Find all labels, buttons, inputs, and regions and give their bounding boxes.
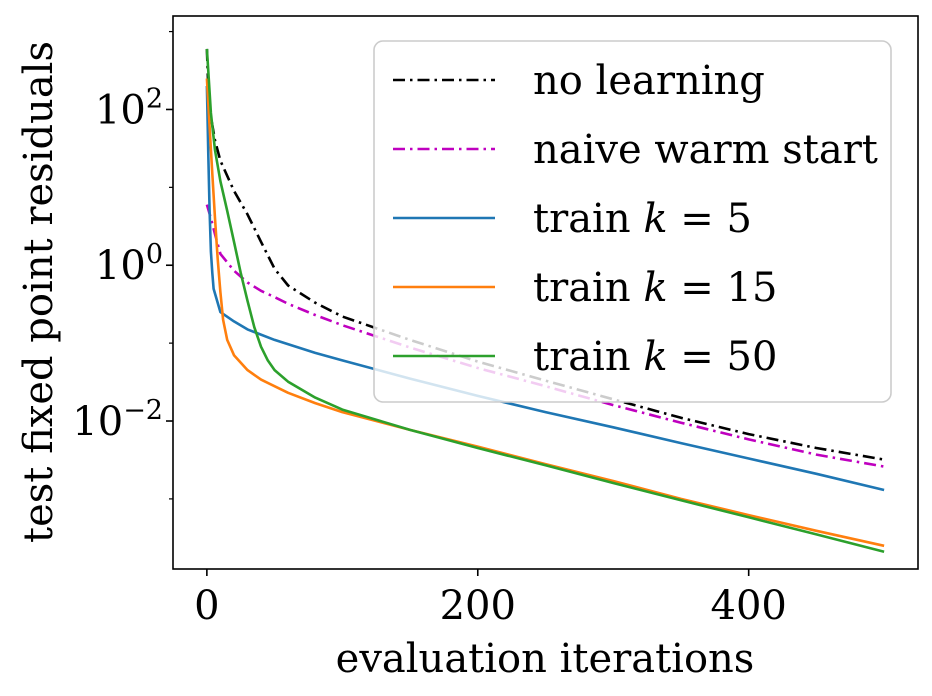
series-layer	[205, 48, 885, 553]
series-line-train-k-50	[205, 48, 885, 553]
legend-label: train k = 50	[533, 334, 777, 380]
y-tick-label: 102	[95, 83, 163, 133]
y-axis-label: test fixed point residuals	[16, 41, 62, 543]
legend-label: train k = 15	[533, 265, 777, 311]
legend-box	[373, 40, 892, 403]
y-axis-ticks: 102 100 10−2	[72, 30, 173, 500]
series-line-naive-warm-start	[205, 204, 885, 468]
series-line-train-k-15	[205, 78, 885, 548]
x-tick-label: 400	[711, 583, 787, 629]
x-axis-ticks: 0 200 400	[194, 569, 787, 629]
x-tick-label: 0	[194, 583, 219, 629]
legend: no learning naive warm start train k = 5 tr…	[373, 40, 892, 403]
legend-label: train k = 5	[533, 196, 752, 242]
y-tick-label: 10−2	[72, 395, 163, 445]
series-line-no-learning	[205, 48, 885, 461]
legend-label: naive warm start	[533, 127, 878, 173]
x-axis-label: evaluation iterations	[336, 636, 755, 682]
x-tick-label: 200	[440, 583, 516, 629]
series-line-train-k-5	[205, 85, 885, 492]
y-tick-label: 100	[95, 239, 163, 289]
legend-label: no learning	[533, 58, 765, 104]
